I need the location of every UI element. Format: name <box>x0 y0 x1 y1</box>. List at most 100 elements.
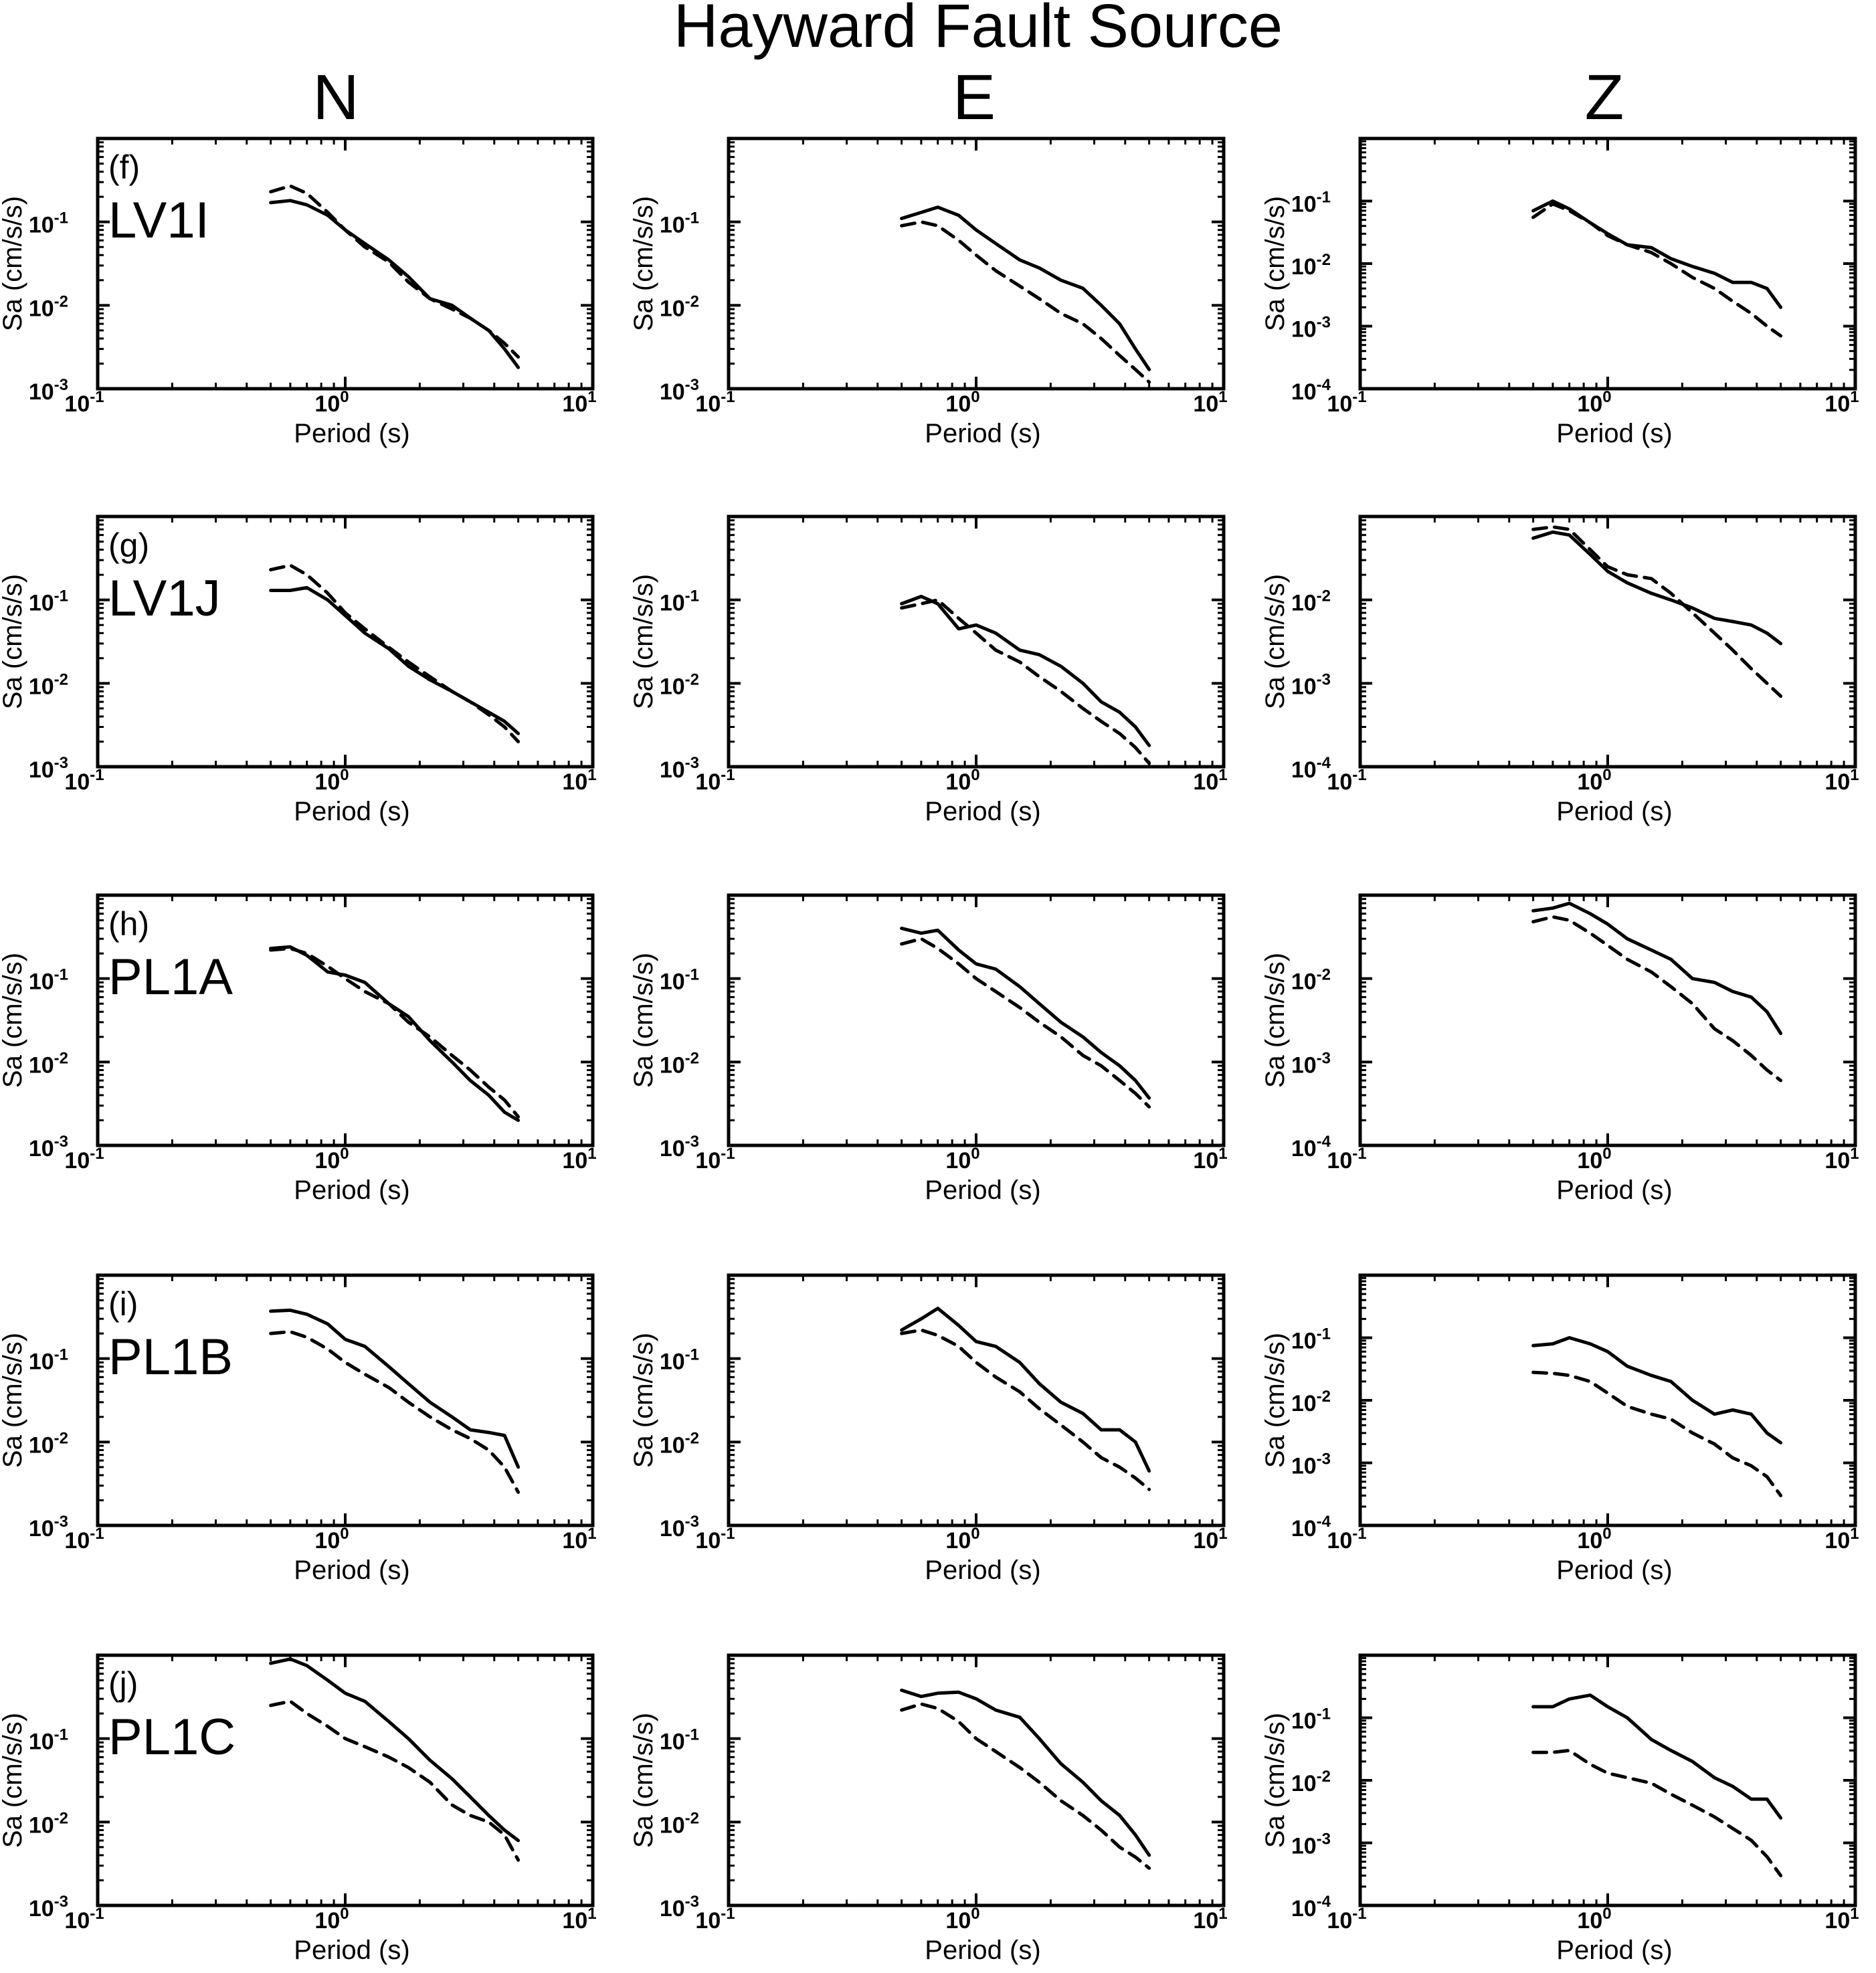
series-line-dashed <box>269 1330 521 1494</box>
x-tick-label: 10-1 <box>64 766 104 795</box>
panel-r3-c0: 10-1 100 101 10-3 10-2 10-1 Period (s) Sa (cm/s… <box>0 1273 597 1585</box>
y-tick-label: 10-2 <box>660 670 699 699</box>
panel-r4-c1: 10-1 100 101 10-3 10-2 10-1 Period (s) Sa (cm/s… <box>629 1653 1228 1965</box>
y-tick-label: 10-2 <box>29 1809 68 1838</box>
series-line-dashed <box>1531 525 1783 698</box>
station-label: LV1I <box>108 192 209 249</box>
y-tick-label: 10-2 <box>1291 251 1331 280</box>
y-axis-label: Sa (cm/s/s) <box>1260 196 1290 331</box>
y-tick-label: 10-3 <box>1291 1830 1331 1859</box>
panel-letter: (h) <box>108 905 149 943</box>
y-tick-label: 10-2 <box>29 292 68 321</box>
x-tick-label: 100 <box>1577 1525 1611 1554</box>
x-tick-label: 101 <box>562 1525 596 1554</box>
y-tick-label: 10-1 <box>660 1346 699 1375</box>
y-tick-label: 10-1 <box>29 587 68 616</box>
y-axis-label: Sa (cm/s/s) <box>1260 574 1290 709</box>
column-header-n: N <box>312 62 359 133</box>
plot-frame <box>1358 1653 1857 1907</box>
x-tick-label: 100 <box>945 1145 979 1173</box>
panel-r4-c0: 10-1 100 101 10-3 10-2 10-1 Period (s) Sa (cm/s… <box>0 1653 597 1965</box>
series-line-solid <box>900 595 1151 747</box>
series-line-solid <box>269 199 521 369</box>
plot-frame <box>96 514 595 769</box>
x-tick-label: 100 <box>314 766 349 795</box>
y-tick-label: 10-1 <box>1291 189 1331 217</box>
x-axis-label: Period (s) <box>1556 797 1672 826</box>
series-line-dashed <box>1531 915 1783 1083</box>
series-line-dashed <box>269 563 521 743</box>
x-tick-label: 10-1 <box>1327 388 1366 417</box>
x-axis-label: Period (s) <box>925 797 1040 826</box>
y-tick-label: 10-2 <box>1291 587 1331 616</box>
x-axis-label: Period (s) <box>1556 1556 1672 1585</box>
series-line-solid <box>269 1657 521 1843</box>
series-line-dashed <box>1531 202 1783 338</box>
panel-grid: 10-1 100 101 10-3 10-2 10-1 Period (s) Sa (cm/s… <box>0 136 1859 1965</box>
y-tick-label: 10-3 <box>29 754 68 783</box>
y-axis-label: Sa (cm/s/s) <box>629 574 658 709</box>
x-tick-label: 101 <box>562 766 596 795</box>
station-label: PL1C <box>108 1709 236 1766</box>
y-tick-label: 10-2 <box>29 1429 68 1458</box>
y-tick-label: 10-3 <box>29 1133 68 1161</box>
panel-r1-c2: 10-1 100 101 10-4 10-3 10-2 Period (s) Sa (cm/s… <box>1260 514 1859 826</box>
panel-r0-c1: 10-1 100 101 10-3 10-2 10-1 Period (s) Sa (cm/s… <box>629 136 1228 448</box>
series-line-solid <box>269 945 521 1122</box>
x-tick-label: 10-1 <box>64 1145 104 1173</box>
station-label: PL1B <box>108 1329 233 1386</box>
plot-frame <box>727 136 1226 391</box>
x-tick-label: 100 <box>1577 388 1611 417</box>
x-tick-label: 101 <box>1193 1905 1227 1934</box>
series-line-solid <box>269 585 521 735</box>
y-tick-label: 10-3 <box>29 1893 68 1921</box>
x-tick-label: 10-1 <box>64 1905 104 1934</box>
y-axis-label: Sa (cm/s/s) <box>0 1333 27 1468</box>
y-tick-label: 10-1 <box>660 209 699 238</box>
y-tick-label: 10-3 <box>29 1513 68 1541</box>
series-line-dashed <box>1531 1370 1783 1497</box>
series-line-dashed <box>900 937 1151 1109</box>
x-axis-label: Period (s) <box>925 419 1040 448</box>
x-tick-label: 101 <box>1193 388 1227 417</box>
x-tick-label: 101 <box>562 1905 596 1934</box>
y-tick-label: 10-2 <box>660 1429 699 1458</box>
panel-r3-c2: 10-1 100 101 10-4 10-3 10-2 10-1 Period (s) Sa (… <box>1260 1273 1859 1585</box>
y-tick-label: 10-1 <box>1291 1325 1331 1354</box>
y-tick-label: 10-2 <box>29 1049 68 1078</box>
panel-letter: (i) <box>108 1285 138 1323</box>
y-tick-label: 10-1 <box>29 1726 68 1755</box>
y-tick-label: 10-2 <box>1291 1388 1331 1416</box>
x-tick-label: 10-1 <box>1327 1905 1366 1934</box>
series-line-solid <box>900 205 1151 371</box>
x-tick-label: 101 <box>1193 1525 1227 1554</box>
x-axis-label: Period (s) <box>294 1176 409 1205</box>
series-line-dashed <box>900 598 1151 765</box>
plot-frame <box>1358 1273 1857 1527</box>
y-tick-label: 10-3 <box>660 754 699 783</box>
y-axis-label: Sa (cm/s/s) <box>1260 1333 1290 1468</box>
x-tick-label: 100 <box>945 388 979 417</box>
y-tick-label: 10-2 <box>660 1049 699 1078</box>
x-axis-label: Period (s) <box>925 1176 1040 1205</box>
y-tick-label: 10-3 <box>660 376 699 405</box>
station-label: LV1J <box>108 570 221 627</box>
plot-frame <box>1358 136 1857 391</box>
x-tick-label: 100 <box>314 388 349 417</box>
series-line-dashed <box>900 1328 1151 1491</box>
x-tick-label: 101 <box>1824 1145 1859 1173</box>
x-tick-label: 101 <box>562 388 596 417</box>
y-tick-label: 10-1 <box>29 1346 68 1375</box>
x-tick-label: 100 <box>314 1905 349 1934</box>
panel-r2-c0: 10-1 100 101 10-3 10-2 10-1 Period (s) Sa (cm/s… <box>0 893 597 1205</box>
y-axis-label: Sa (cm/s/s) <box>0 953 27 1088</box>
y-axis-label: Sa (cm/s/s) <box>629 196 658 331</box>
x-tick-label: 100 <box>945 1905 979 1934</box>
y-axis-label: Sa (cm/s/s) <box>1260 953 1290 1088</box>
series-line-dashed <box>269 947 521 1119</box>
y-tick-label: 10-1 <box>1291 1705 1331 1734</box>
x-tick-label: 101 <box>1824 1525 1859 1554</box>
x-axis-label: Period (s) <box>925 1936 1040 1965</box>
series-line-dashed <box>900 1702 1151 1870</box>
x-tick-label: 100 <box>1577 1145 1611 1173</box>
